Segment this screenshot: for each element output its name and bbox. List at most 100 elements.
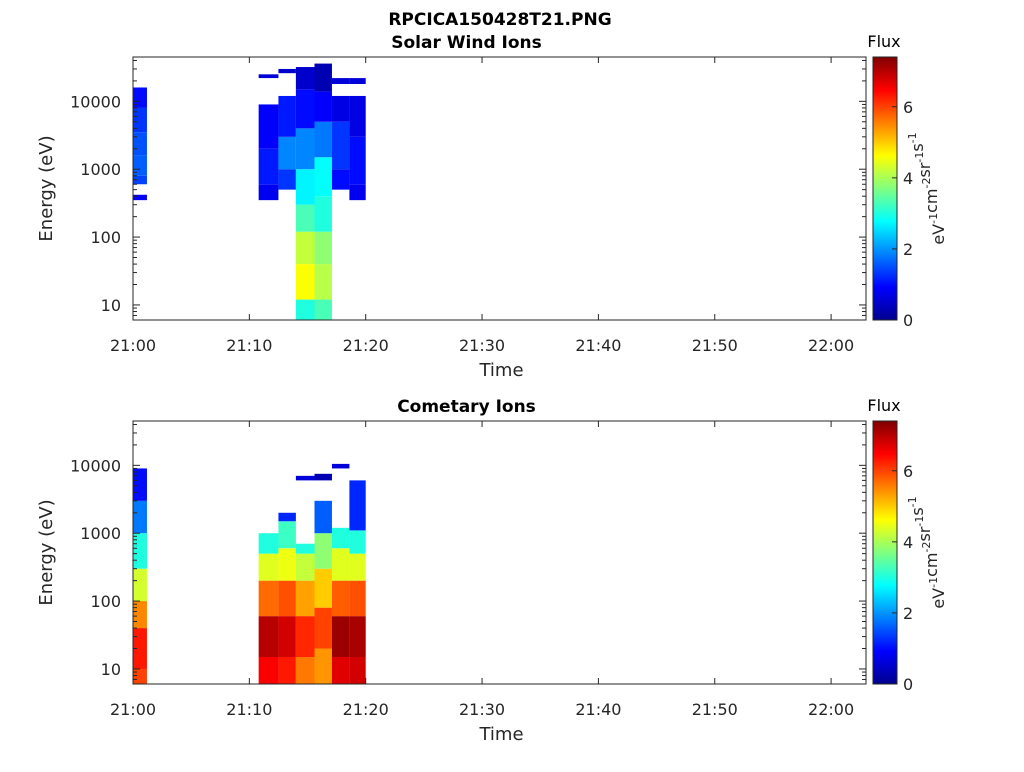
heatmap-cell xyxy=(314,91,332,122)
heatmap-cell xyxy=(133,132,147,156)
heatmap-cell xyxy=(258,184,279,201)
heatmap-cell xyxy=(295,264,315,300)
colorbar-tick-label: 4 xyxy=(903,533,913,552)
x-tick-label: 22:00 xyxy=(808,700,854,719)
heatmap-cell xyxy=(331,121,350,170)
heatmap-cell xyxy=(258,656,279,684)
heatmap-cell xyxy=(278,169,296,190)
colorbar-label-exponent: -1 xyxy=(906,496,919,507)
heatmap-cell xyxy=(331,548,350,581)
x-tick-label: 21:10 xyxy=(226,336,272,355)
heatmap-cell xyxy=(349,530,366,554)
colorbar-label-unit: eV xyxy=(929,224,948,245)
heatmap-cell xyxy=(133,87,147,108)
y-tick-label: 10000 xyxy=(70,92,121,111)
heatmap-cell xyxy=(314,121,332,158)
colorbar-label-exponent: -1 xyxy=(927,213,940,224)
y-tick-label: 100 xyxy=(90,228,121,247)
heatmap-cell xyxy=(295,204,315,232)
heatmap-cell xyxy=(314,299,332,320)
solar-wind-panel: Solar Wind Ions 21:00 21:10 21:20 21:30 21:40… xyxy=(36,32,948,381)
heatmap-cell xyxy=(331,78,350,85)
heatmap-cell xyxy=(258,553,279,581)
panel-title: Solar Wind Ions xyxy=(391,33,542,53)
panel-title: Cometary Ions xyxy=(397,397,536,417)
heatmap-cell xyxy=(133,107,147,133)
x-tick-label: 21:00 xyxy=(110,336,156,355)
heatmap-cell xyxy=(295,616,315,657)
x-axis-label: Time xyxy=(478,360,523,381)
heatmap-cell xyxy=(331,463,350,469)
colorbar-label-unit: sr xyxy=(915,526,934,541)
heatmap-cell xyxy=(133,468,147,501)
x-tick-label: 21:30 xyxy=(459,336,505,355)
heatmap-cell xyxy=(331,616,350,657)
heatmap-cell xyxy=(295,580,315,617)
heatmap-cell xyxy=(349,136,366,185)
axes-frame xyxy=(132,56,867,321)
heatmap-cell xyxy=(314,196,332,232)
colorbar-tick-label: 6 xyxy=(903,98,913,117)
y-tick-label: 1000 xyxy=(80,160,121,179)
y-tick-label: 10 xyxy=(101,660,121,679)
heatmap-cell xyxy=(133,500,147,534)
heatmap-cell xyxy=(295,67,315,90)
heatmap-cell xyxy=(258,616,279,657)
x-tick-label: 22:00 xyxy=(808,336,854,355)
heatmap-cell xyxy=(295,656,315,684)
colorbar-label-unit: s xyxy=(908,507,927,515)
heatmap-cell xyxy=(133,568,147,602)
y-tick-label: 10000 xyxy=(70,456,121,475)
colorbar xyxy=(872,56,898,321)
heatmap-cell xyxy=(331,580,350,617)
colorbar-label-unit: cm xyxy=(922,553,941,577)
heatmap-cell xyxy=(331,527,350,549)
heatmap-cell xyxy=(258,148,279,185)
colorbar-tick-label: 2 xyxy=(903,604,913,623)
axes-frame xyxy=(132,420,867,685)
x-tick-label: 21:20 xyxy=(343,336,389,355)
heatmap-cell xyxy=(349,580,366,617)
heatmap-cell xyxy=(331,656,350,684)
heatmap-cell xyxy=(278,95,296,137)
y-axis-label: Energy (eV) xyxy=(36,499,57,605)
y-axis-label: Energy (eV) xyxy=(36,135,57,241)
y-tick-label: 1000 xyxy=(80,524,121,543)
heatmap-cell xyxy=(349,616,366,657)
heatmap-cell xyxy=(278,68,296,74)
heatmap-cell xyxy=(295,553,315,581)
heatmap-cell xyxy=(133,668,147,684)
x-axis-label: Time xyxy=(478,724,523,745)
heatmap-cell xyxy=(133,194,147,201)
heatmap-cell xyxy=(133,628,147,669)
heatmap-cell xyxy=(278,521,296,549)
heatmap-cell xyxy=(314,568,332,608)
heatmap-cell xyxy=(133,533,147,569)
heatmap-cell xyxy=(314,63,332,92)
heatmap-cell xyxy=(349,656,366,684)
heatmap-cell xyxy=(278,136,296,170)
colorbar-label-unit: eV xyxy=(929,588,948,609)
heatmap-cell xyxy=(314,607,332,649)
heatmap-cell xyxy=(295,89,315,129)
heatmap-cell xyxy=(331,169,350,190)
x-tick-label: 21:50 xyxy=(692,700,738,719)
colorbar-label-exponent: -1 xyxy=(906,132,919,143)
heatmap-cell xyxy=(278,512,296,522)
heatmap-cell xyxy=(314,500,332,534)
heatmap-cell xyxy=(295,128,315,170)
colorbar-title: Flux xyxy=(867,396,900,415)
heatmap-cell xyxy=(314,533,332,569)
heatmap-cell xyxy=(133,175,147,185)
colorbar-tick-label: 4 xyxy=(903,169,913,188)
heatmap-cell xyxy=(331,95,350,122)
heatmap-cell xyxy=(258,580,279,617)
colorbar-label-unit: cm xyxy=(922,189,941,213)
x-tick-label: 21:00 xyxy=(110,700,156,719)
heatmap-cell xyxy=(314,231,332,265)
heatmap-cell xyxy=(258,74,279,79)
colorbar-label-unit: sr xyxy=(915,162,934,177)
